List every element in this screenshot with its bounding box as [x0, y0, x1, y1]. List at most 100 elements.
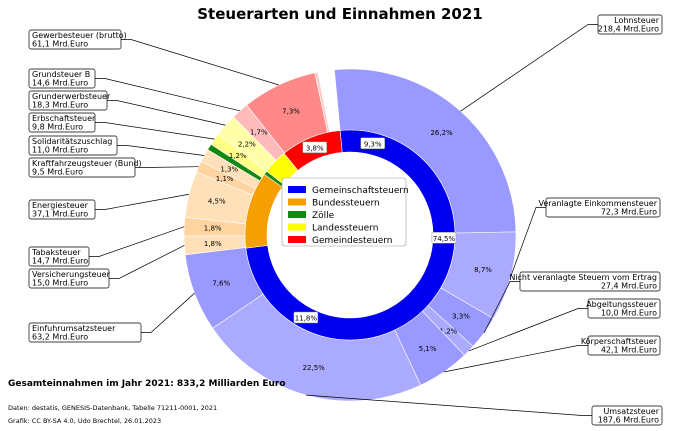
annotation-value: 27,4 Mrd.Euro [601, 282, 657, 291]
leader-line [510, 207, 546, 277]
legend-swatch-4 [288, 223, 306, 231]
annotation-box [28, 199, 96, 220]
annotation-box [519, 271, 661, 292]
outer-pct-label: 2,2% [238, 141, 256, 149]
annotation-name: Solidaritätszuschlag [32, 137, 112, 146]
annotation-box [597, 14, 663, 35]
legend-swatch-2 [288, 198, 306, 206]
outer-pct-label: 5,1% [419, 345, 437, 353]
annotation-value: 72,3 Mrd.Euro [601, 208, 657, 217]
legend-label-4: Landessteuern [312, 224, 378, 234]
total-income-text: Gesamteinnahmen im Jahr 2021: 833,2 Mill… [8, 379, 286, 389]
annotation-box [28, 135, 118, 156]
annotation-name: Versicherungsteuer [32, 270, 111, 279]
annotation-name: Tabaksteuer [31, 248, 81, 257]
annotation-value: 187,6 Mrd.Euro [598, 416, 659, 425]
inner-pct-label: 11,8% [295, 314, 318, 322]
outer-pct-label: 1,7% [250, 129, 268, 137]
leader-line [95, 78, 240, 112]
leader-line [107, 100, 226, 126]
inner-pct-label: 9,3% [364, 140, 382, 148]
annotation-name: Erbschaftsteuer [32, 114, 96, 123]
inner-pct-label: 3,8% [306, 144, 324, 152]
leader-line [95, 122, 215, 140]
annotation-value: 42,1 Mrd.Euro [601, 346, 657, 355]
annotation-name: Körperschaftsteuer [581, 337, 658, 346]
annotation-name: Nicht veranlagte Steuern vom Ertrag [509, 273, 657, 282]
annotation-box [587, 298, 661, 319]
annotation-box [28, 68, 96, 89]
annotation-box [591, 405, 663, 426]
outer-pct-label: 1,8% [204, 225, 222, 233]
annotation-box [28, 29, 122, 50]
inner-pct-box [293, 311, 319, 324]
annotation-value: 9,8 Mrd.Euro [32, 123, 83, 132]
outer-pct-label: 1,2% [440, 327, 458, 335]
annotation-name: Gewerbesteuer (brutto) [32, 31, 127, 40]
outer-pct-label: 7,3% [282, 107, 300, 115]
legend-swatch-5 [288, 236, 306, 243]
annotation-name: Einfuhrumsatzsteuer [32, 324, 116, 333]
annotation-box [28, 90, 108, 111]
annotation-name: Grundsteuer B [32, 70, 90, 79]
leader-line [95, 193, 190, 210]
annotation-box [28, 246, 90, 267]
outer-pct-label: 1,3% [220, 166, 238, 174]
annotation-name: Abgeltungssteuer [586, 300, 658, 309]
annotation-name: Umsatzsteuer [603, 407, 659, 416]
outer-pct-label: 4,5% [208, 198, 226, 206]
annotation-value: 14,6 Mrd.Euro [32, 79, 88, 88]
inner-pct-label: 74,5% [433, 235, 456, 243]
legend-label-2: Bundessteuern [312, 199, 380, 209]
outer-pct-label: 26,2% [430, 129, 453, 137]
annotation-value: 15,0 Mrd.Euro [32, 279, 88, 288]
annotation-value: 63,2 Mrd.Euro [32, 333, 88, 342]
annotation-value: 61,1 Mrd.Euro [32, 40, 88, 49]
inner-pct-box [302, 141, 328, 154]
leader-line [483, 281, 520, 334]
leader-line [109, 245, 185, 279]
outer-pct-label: 3,3% [452, 313, 470, 321]
annotation-value: 9,5 Mrd.Euro [32, 168, 83, 177]
annotation-name: Grunderwerbsteuer [32, 92, 111, 101]
leader-line [89, 226, 185, 257]
legend-box [281, 177, 407, 247]
legend-swatch-1 [288, 186, 306, 193]
leader-line [443, 345, 588, 373]
outer-pct-label: 7,6% [212, 280, 230, 288]
annotation-value: 18,3 Mrd.Euro [32, 101, 88, 110]
outer-pct-label: 1,8% [204, 240, 222, 248]
inner-pct-box [360, 137, 385, 150]
annotation-name: Kraftfahrzeugsteuer (Bund) [32, 159, 142, 168]
legend-label-1: Gemeinschaftsteuern [312, 186, 409, 196]
annotation-name: Energiesteuer [32, 201, 89, 210]
leader-line [468, 308, 588, 352]
leader-line [121, 39, 279, 86]
annotation-box [587, 335, 661, 356]
outer-pct-label: 8,7% [474, 266, 492, 274]
annotation-value: 10,0 Mrd.Euro [601, 309, 657, 318]
outer-pct-label: 1,2% [229, 152, 247, 160]
annotation-value: 14,7 Mrd.Euro [32, 257, 88, 266]
source-text: Daten: destatis, GENESIS-Datenbank, Tabe… [8, 404, 218, 412]
annotation-box [28, 322, 142, 343]
annotation-value: 11,0 Mrd.Euro [32, 146, 88, 155]
leader-line [141, 292, 195, 333]
annotation-value: 218,4 Mrd.Euro [598, 25, 659, 34]
legend-label-5: Gemeindesteuern [312, 236, 393, 246]
annotation-box [545, 197, 661, 218]
annotation-box [28, 157, 136, 178]
annotation-name: Veranlagte Einkommensteuer [538, 199, 657, 208]
leader-line [135, 166, 199, 168]
inner-pct-box [431, 232, 457, 244]
outer-pct-label: 1,1% [216, 175, 234, 183]
leader-line [306, 394, 592, 416]
legend-swatch-3 [288, 211, 306, 218]
inner-slice-1 [245, 129, 456, 341]
annotation-box [28, 268, 110, 289]
credit-text: Grafik: CC BY-SA 4.0, Udo Brechtel, 26.0… [8, 417, 162, 425]
annotation-name: Lohnsteuer [614, 16, 660, 25]
chart-title: Steuerarten und Einnahmen 2021 [197, 5, 482, 23]
leader-line [460, 24, 598, 112]
